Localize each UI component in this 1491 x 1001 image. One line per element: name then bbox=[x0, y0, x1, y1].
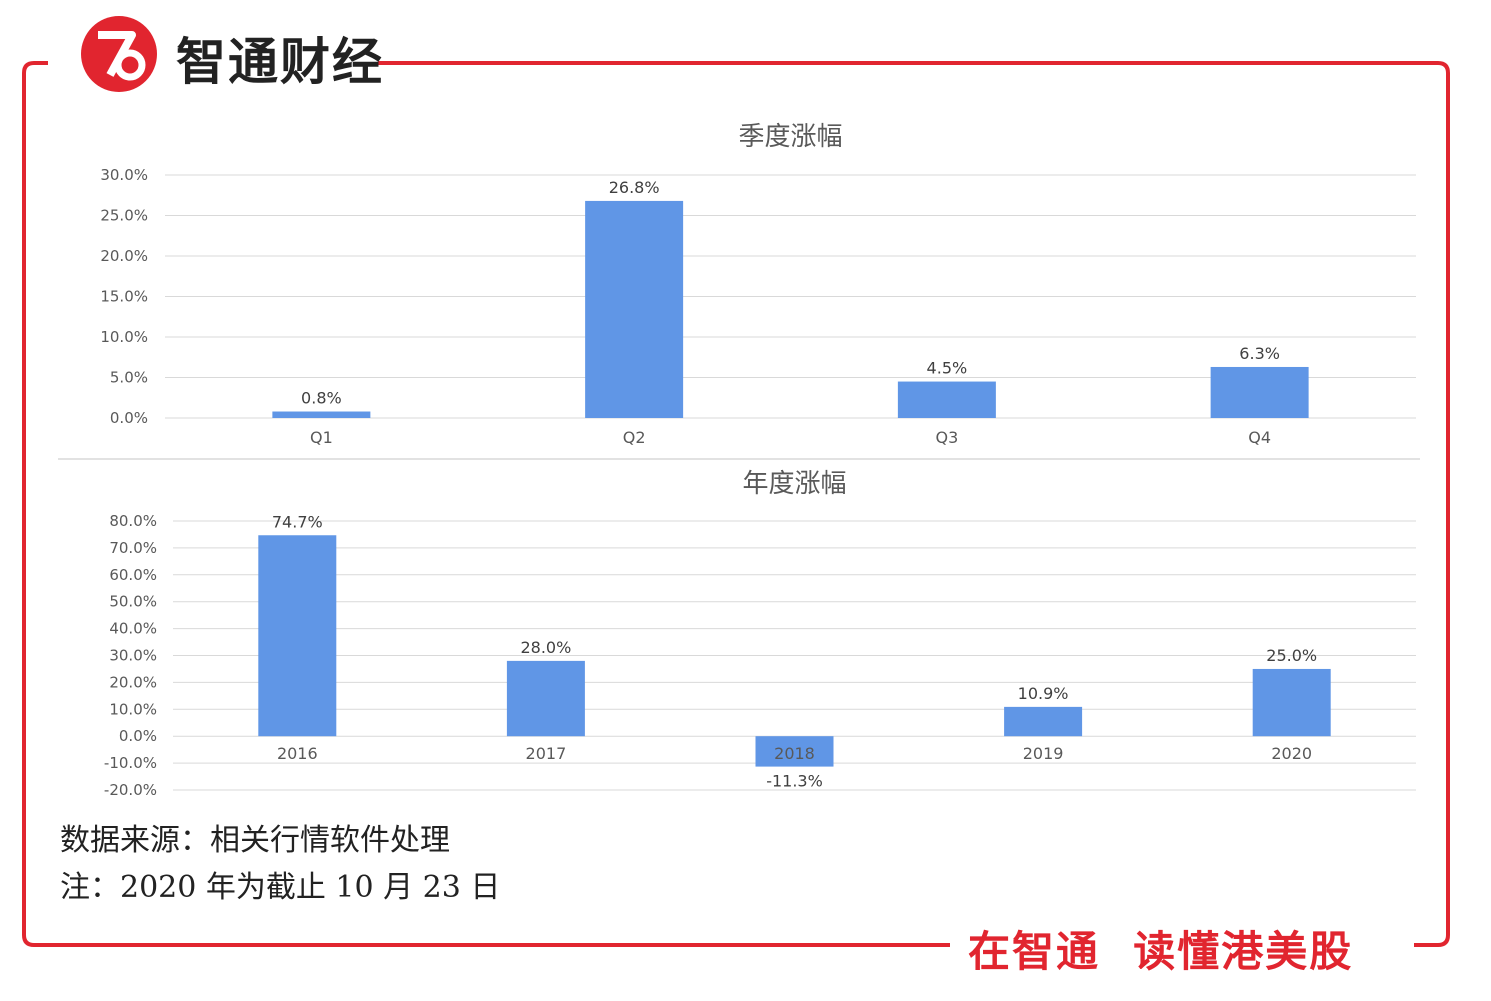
quarterly-y-tick-label: 5.0% bbox=[110, 369, 148, 387]
quarterly-category-label-Q3: Q3 bbox=[935, 428, 958, 447]
quarterly-bar-Q3 bbox=[897, 381, 996, 418]
annual-y-tick-label: 0.0% bbox=[119, 727, 157, 745]
brand-name: 智通财经 bbox=[176, 33, 384, 91]
annual-data-label-2017: 28.0% bbox=[520, 638, 571, 657]
quarterly-category-label-Q4: Q4 bbox=[1248, 428, 1271, 447]
annual-bar-2020 bbox=[1252, 668, 1331, 737]
annual-bar-2019 bbox=[1004, 706, 1083, 737]
quarterly-category-label-Q1: Q1 bbox=[310, 428, 333, 447]
quarterly-chart-title: 季度涨幅 bbox=[738, 122, 842, 152]
quarterly-data-label-Q4: 6.3% bbox=[1239, 344, 1280, 363]
annual-bar-2018 bbox=[755, 736, 834, 767]
date-note: 注：2020 年为截止 10 月 23 日 bbox=[60, 870, 501, 905]
quarterly-category-label-Q2: Q2 bbox=[623, 428, 646, 447]
quarterly-y-tick-label: 0.0% bbox=[110, 409, 148, 427]
quarterly-data-label-Q1: 0.8% bbox=[301, 389, 342, 408]
quarterly-y-tick-label: 25.0% bbox=[100, 207, 148, 225]
annual-y-tick-label: 70.0% bbox=[109, 539, 157, 557]
quarterly-data-label-Q2: 26.8% bbox=[609, 178, 660, 197]
quarterly-bar-Q2 bbox=[585, 200, 684, 418]
quarterly-bar-Q4 bbox=[1210, 366, 1309, 418]
annual-y-tick-label: 30.0% bbox=[109, 647, 157, 665]
zhitong-logo-icon bbox=[81, 16, 157, 92]
quarterly-y-tick-label: 15.0% bbox=[100, 288, 148, 306]
annual-bar-2016 bbox=[258, 535, 337, 737]
annual-data-label-2019: 10.9% bbox=[1018, 684, 1069, 703]
quarterly-y-tick-label: 30.0% bbox=[100, 166, 148, 184]
quarterly-y-tick-label: 20.0% bbox=[100, 247, 148, 265]
annual-data-label-2020: 25.0% bbox=[1266, 646, 1317, 665]
annual-y-tick-label: 20.0% bbox=[109, 673, 157, 691]
annual-category-label-2018: 2018 bbox=[774, 744, 815, 763]
annual-y-tick-label: -10.0% bbox=[104, 754, 157, 772]
annual-y-tick-label: 80.0% bbox=[109, 512, 157, 530]
annual-category-label-2016: 2016 bbox=[277, 744, 318, 763]
annual-y-tick-label: 60.0% bbox=[109, 566, 157, 584]
annual-y-tick-label: 50.0% bbox=[109, 593, 157, 611]
annual-y-tick-label: 40.0% bbox=[109, 620, 157, 638]
annual-y-tick-label: -20.0% bbox=[104, 781, 157, 799]
quarterly-data-label-Q3: 4.5% bbox=[927, 359, 968, 378]
quarterly-bar-Q1 bbox=[272, 411, 371, 418]
annual-category-label-2019: 2019 bbox=[1023, 744, 1064, 763]
source-note: 数据来源：相关行情软件处理 bbox=[60, 823, 450, 858]
annual-data-label-2018: -11.3% bbox=[766, 772, 823, 791]
quarterly-y-tick-label: 10.0% bbox=[100, 328, 148, 346]
annual-category-label-2020: 2020 bbox=[1271, 744, 1312, 763]
annual-data-label-2016: 74.7% bbox=[272, 512, 323, 531]
annual-y-tick-label: 10.0% bbox=[109, 700, 157, 718]
annual-category-label-2017: 2017 bbox=[526, 744, 567, 763]
annual-chart-title: 年度涨幅 bbox=[742, 469, 846, 499]
annual-bar-2017 bbox=[506, 660, 585, 737]
slogan: 在智通 读懂港美股 bbox=[968, 927, 1354, 976]
